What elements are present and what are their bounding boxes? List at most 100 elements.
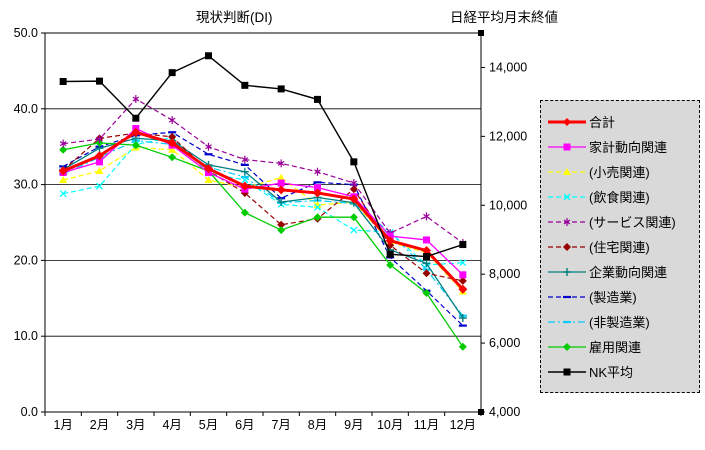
triangle-marker <box>168 145 177 153</box>
legend-sample-line <box>548 117 586 126</box>
plot-border <box>44 32 482 413</box>
legend-label: (サービス関連) <box>589 215 676 230</box>
legend-sample-line <box>548 217 586 226</box>
square-marker <box>205 52 212 60</box>
series-(住宅関連) <box>59 129 467 285</box>
diamond-marker <box>458 342 467 351</box>
square-marker <box>423 253 430 261</box>
legend-item-(非製造業): (非製造業) <box>547 309 693 334</box>
legend-label: 家計動向関連 <box>589 140 668 155</box>
series-line <box>62 130 464 291</box>
legend-label: (非製造業) <box>589 315 650 330</box>
diamond-marker <box>167 138 177 148</box>
star-marker <box>350 179 358 188</box>
diamond-marker <box>95 151 104 161</box>
y-left-tick-label: 50.0 <box>14 26 38 40</box>
series-line <box>62 127 464 276</box>
star-marker <box>563 217 571 226</box>
y-left-tick-label: 20.0 <box>14 253 38 267</box>
star-marker <box>168 116 176 125</box>
plus-marker <box>563 267 571 276</box>
square-marker <box>314 184 321 192</box>
diamond-marker <box>277 220 286 229</box>
diamond-marker <box>59 145 68 154</box>
plus-marker <box>422 259 431 268</box>
y-right-tick-label: 12,000 <box>489 129 527 143</box>
legend-sample-line <box>548 342 586 351</box>
square-marker <box>59 78 67 86</box>
x-marker <box>563 193 571 200</box>
x-category-label: 9月 <box>344 418 363 432</box>
diamond-marker <box>240 181 250 191</box>
diamond-marker <box>386 260 395 269</box>
diamond-marker <box>563 117 571 126</box>
legend-item-NK平均: NK平均 <box>547 359 693 384</box>
triangle-marker <box>313 201 322 209</box>
series-line <box>63 142 464 348</box>
series-(サービス関連) <box>59 94 467 247</box>
y-right-tick-label: 4,000 <box>489 405 520 419</box>
diamond-marker <box>422 288 431 297</box>
triangle-marker <box>204 176 213 184</box>
diamond-marker <box>58 166 68 176</box>
plus-marker <box>240 167 249 176</box>
x-category-label: 6月 <box>235 418 254 432</box>
x-category-label: 12月 <box>450 418 476 432</box>
legend-sample-line <box>548 295 586 298</box>
diamond-marker <box>204 164 213 174</box>
x-marker <box>459 259 467 267</box>
y-left-tick-label: 10.0 <box>14 329 38 343</box>
diamond-marker <box>458 284 468 294</box>
star-marker <box>205 142 212 151</box>
series-line <box>63 98 464 244</box>
diamond-marker <box>422 269 431 278</box>
square-marker <box>563 368 571 375</box>
square-marker <box>386 232 394 240</box>
x-category-label: 3月 <box>126 418 145 432</box>
diamond-marker <box>313 213 322 222</box>
series-line <box>63 136 463 266</box>
diamond-marker <box>313 188 322 198</box>
legend-label: (住宅関連) <box>589 240 650 255</box>
legend-item-(サービス関連): (サービス関連) <box>547 209 693 234</box>
right-axis-title: 日経平均月末終値 <box>450 10 558 25</box>
star-marker <box>423 212 430 221</box>
square-marker <box>96 158 103 166</box>
diamond-marker <box>563 342 571 351</box>
diamond-marker <box>168 153 177 162</box>
star-marker <box>59 139 67 148</box>
series-line <box>62 132 463 282</box>
y-left-tick-label: 40.0 <box>14 102 38 116</box>
x-category-label: 11月 <box>414 418 439 432</box>
legend-label: 企業動向関連 <box>589 265 668 280</box>
square-marker <box>459 271 467 279</box>
axis-handle <box>478 409 484 415</box>
triangle-marker <box>59 176 68 184</box>
x-marker <box>96 182 103 190</box>
legend-item-(小売関連): (小売関連) <box>547 159 693 184</box>
square-marker <box>96 77 103 85</box>
legend-item-(製造業): (製造業) <box>547 284 693 309</box>
legend-item-(飲食関連): (飲食関連) <box>547 184 693 209</box>
legend-item-(住宅関連): (住宅関連) <box>547 234 693 259</box>
series-line <box>62 137 464 319</box>
diamond-marker <box>563 242 571 251</box>
y-left-tick-label: 30.0 <box>14 178 38 192</box>
diamond-marker <box>386 241 395 250</box>
axis-handle <box>478 30 484 36</box>
legend-item-家計動向関連: 家計動向関連 <box>547 134 693 159</box>
y-left-tick-label: 0.0 <box>21 405 38 419</box>
x-category-label: 4月 <box>162 418 181 432</box>
series-line <box>63 146 464 292</box>
legend-label: 合計 <box>589 115 616 130</box>
legend-sample-line <box>548 193 586 200</box>
triangle-marker <box>563 167 571 175</box>
y-right-tick-label: 14,000 <box>489 60 527 74</box>
triangle-marker <box>277 173 286 181</box>
plus-marker <box>277 198 286 207</box>
legend-label: (小売関連) <box>589 165 650 180</box>
square-marker <box>423 236 430 244</box>
series-line <box>63 54 464 258</box>
